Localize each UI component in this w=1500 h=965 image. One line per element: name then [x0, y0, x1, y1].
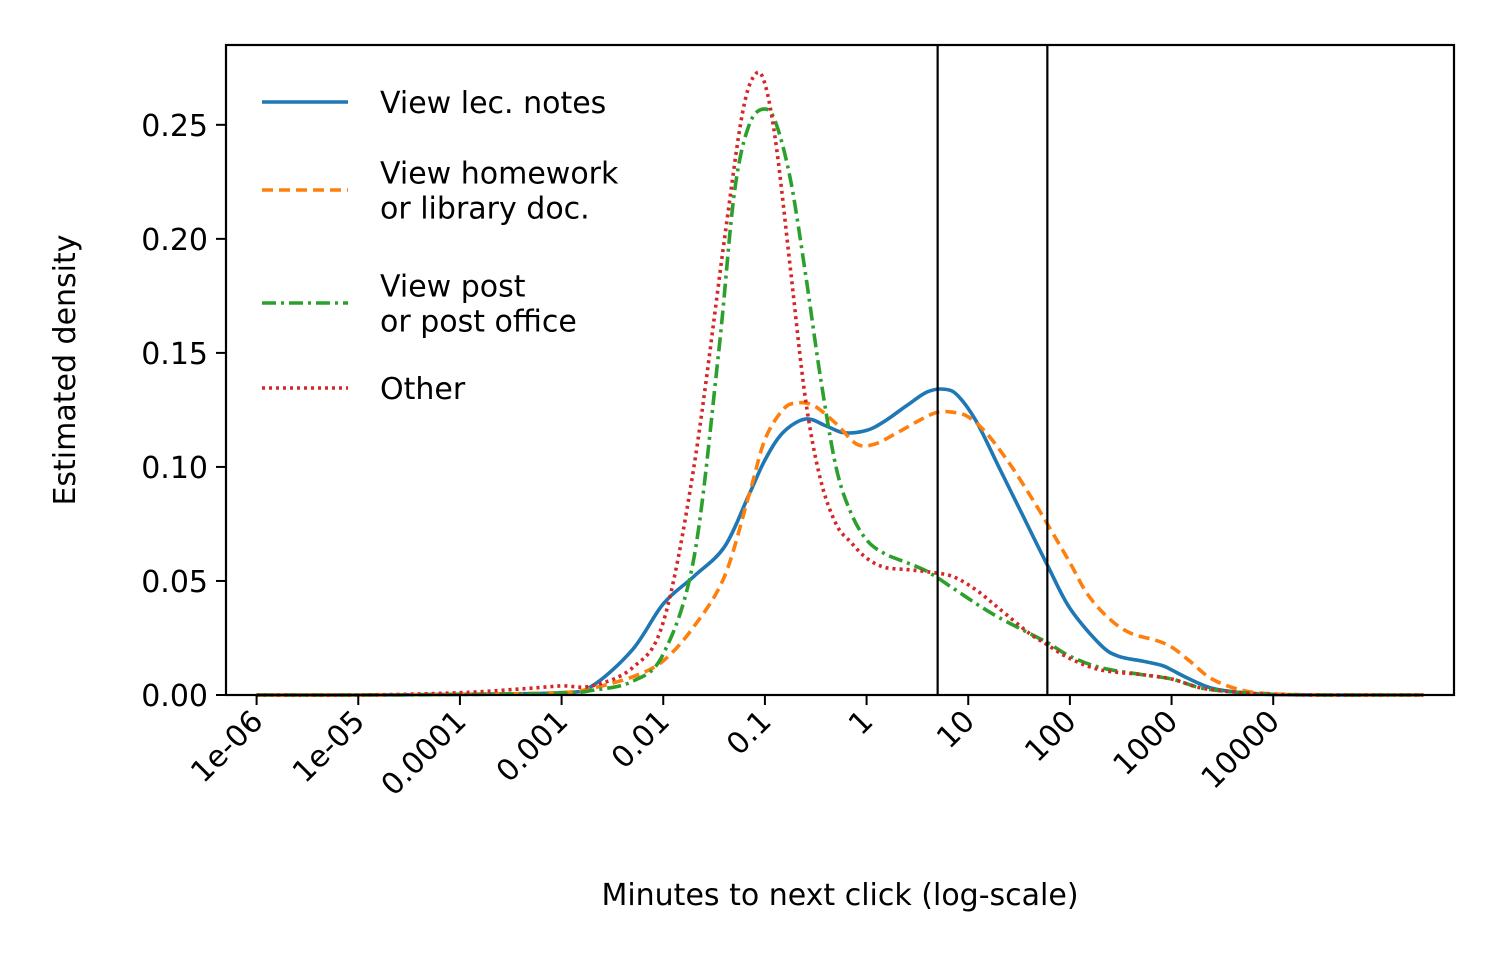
x-tick-label-8: 100: [1018, 704, 1083, 769]
y-tick-label-3: 0.15: [141, 337, 208, 372]
x-axis-label: Minutes to next click (log-scale): [601, 878, 1078, 913]
x-tick-label-0: 1e-06: [184, 704, 270, 790]
legend-label-0-0: View lec. notes: [380, 86, 606, 121]
legend-label-3-0: Other: [380, 372, 466, 407]
legend-label-2-1: or post office: [380, 305, 577, 340]
x-tick-label-6: 1: [842, 704, 880, 742]
y-axis-label: Estimated density: [48, 234, 83, 505]
x-tick-label-2: 0.0001: [375, 704, 474, 803]
x-tick-label-3: 0.001: [490, 704, 575, 789]
x-tick-label-10: 10000: [1195, 704, 1287, 796]
y-tick-label-5: 0.25: [141, 109, 208, 144]
series-line-0: [256, 387, 1424, 697]
y-tick-label-4: 0.20: [141, 223, 208, 258]
x-tick-label-1: 1e-05: [286, 704, 372, 790]
plot-frame: [224, 43, 1456, 697]
series-line-2: [256, 107, 1424, 697]
x-tick-label-5: 0.1: [720, 704, 778, 762]
y-tick-label-2: 0.10: [141, 451, 208, 486]
y-tick-label-1: 0.05: [141, 565, 208, 600]
series-line-3: [256, 70, 1424, 697]
reference-lines: [936, 45, 1049, 695]
y-axis: 0.00 0.05 0.10 0.15 0.20 0.25: [141, 109, 226, 714]
legend-label-1-0: View homework: [380, 157, 619, 192]
y-tick-label-0: 0.00: [141, 679, 208, 714]
x-axis: 1e-06 1e-05 0.0001 0.001 0.01 0.1 1 10 100 1000 10…: [184, 695, 1287, 803]
series-layer: [256, 70, 1424, 697]
legend-label-1-1: or library doc.: [380, 192, 590, 227]
x-tick-label-9: 1000: [1106, 704, 1185, 783]
x-tick-label-7: 10: [930, 704, 982, 756]
legend-label-2-0: View post: [380, 270, 526, 305]
series-line-1: [256, 400, 1424, 697]
x-tick-label-4: 0.01: [605, 704, 677, 776]
